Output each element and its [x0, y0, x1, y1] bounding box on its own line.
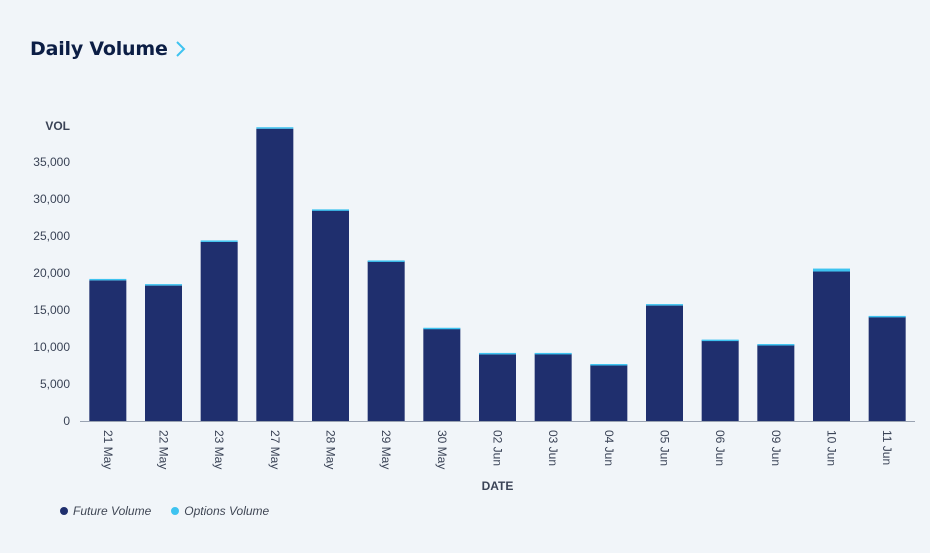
bar-future-volume[interactable]	[534, 353, 572, 421]
bar-future-volume[interactable]	[646, 305, 683, 421]
bar-options-volume[interactable]	[590, 364, 628, 366]
x-axis-ticks: 21 May 22 May 23 May 27 May 28 May 29 May 30 M…	[101, 430, 894, 469]
bar-chart: VOL DATE 0 5,000 10,000 15,000 20,000 25,000 3…	[33, 119, 915, 493]
x-axis-label: DATE	[482, 479, 514, 493]
legend-label-future: Future Volume	[73, 504, 152, 518]
future-volume-dot	[60, 507, 68, 515]
x-tick-label: 10 Jun	[825, 430, 839, 466]
x-tick-label: 28 May	[324, 430, 338, 469]
bar-future-volume[interactable]	[145, 285, 182, 421]
bar-options-volume[interactable]	[256, 127, 294, 129]
x-tick-label: 02 Jun	[491, 430, 505, 466]
x-tick-label: 22 May	[157, 430, 171, 469]
bar-options-volume[interactable]	[534, 352, 572, 355]
bar-future-volume[interactable]	[479, 354, 516, 421]
y-tick-label: 30,000	[33, 192, 70, 206]
y-tick-label: 20,000	[33, 266, 70, 280]
x-tick-label: 11 Jun	[880, 430, 894, 465]
bar-options-volume[interactable]	[200, 240, 238, 242]
options-volume-dot	[171, 507, 180, 515]
legend-item-options[interactable]: Options Volume	[171, 504, 269, 518]
y-axis-label: VOL	[45, 119, 70, 133]
bar-future-volume[interactable]	[423, 328, 461, 422]
chart-header: Daily Volume	[30, 38, 186, 60]
bar-options-volume[interactable]	[145, 284, 182, 286]
bar-options-volume[interactable]	[312, 209, 349, 211]
x-tick-label: 03 Jun	[546, 430, 560, 466]
x-tick-label: 21 May	[101, 430, 115, 469]
bar-options-volume[interactable]	[367, 260, 405, 262]
bar-future-volume[interactable]	[813, 271, 850, 421]
legend-item-future[interactable]: Future Volume	[60, 504, 151, 518]
x-tick-label: 29 May	[379, 430, 393, 469]
x-tick-label: 05 Jun	[658, 430, 672, 466]
bar-options-volume[interactable]	[701, 339, 739, 342]
x-tick-label: 23 May	[212, 430, 226, 469]
bar-future-volume[interactable]	[701, 340, 739, 421]
bar-options-volume[interactable]	[479, 352, 516, 355]
x-tick-label: 04 Jun	[602, 430, 616, 466]
y-tick-label: 0	[63, 414, 70, 428]
y-tick-label: 35,000	[33, 155, 70, 169]
bar-options-volume[interactable]	[89, 278, 127, 281]
y-tick-label: 5,000	[40, 377, 70, 391]
bar-future-volume[interactable]	[590, 364, 628, 421]
bar-future-volume[interactable]	[367, 261, 405, 421]
bar-options-volume[interactable]	[757, 344, 795, 346]
bar-future-volume[interactable]	[868, 316, 906, 421]
x-tick-label: 30 May	[435, 430, 449, 469]
x-tick-label: 27 May	[268, 430, 282, 469]
chevron-right-icon[interactable]	[174, 40, 186, 58]
bar-options-volume[interactable]	[813, 268, 850, 272]
y-tick-label: 15,000	[33, 303, 70, 317]
bar-future-volume[interactable]	[312, 210, 349, 421]
x-tick-label: 06 Jun	[713, 430, 727, 466]
chart-title: Daily Volume	[30, 38, 168, 60]
y-tick-label: 10,000	[33, 340, 70, 354]
bar-options-volume[interactable]	[646, 304, 683, 306]
bar-options-volume[interactable]	[423, 327, 461, 330]
bar-future-volume[interactable]	[256, 128, 294, 421]
bar-future-volume[interactable]	[200, 241, 238, 421]
legend-label-options: Options Volume	[184, 504, 270, 518]
bar-future-volume[interactable]	[89, 280, 127, 421]
bar-future-volume[interactable]	[757, 344, 795, 421]
x-tick-label: 09 Jun	[769, 430, 783, 466]
y-tick-label: 25,000	[33, 229, 70, 243]
bar-options-volume[interactable]	[868, 315, 906, 318]
legend: Future Volume Options Volume	[60, 504, 269, 518]
y-axis-ticks: 0 5,000 10,000 15,000 20,000 25,000 30,000 35,0…	[33, 155, 70, 428]
bars-group	[89, 127, 906, 422]
